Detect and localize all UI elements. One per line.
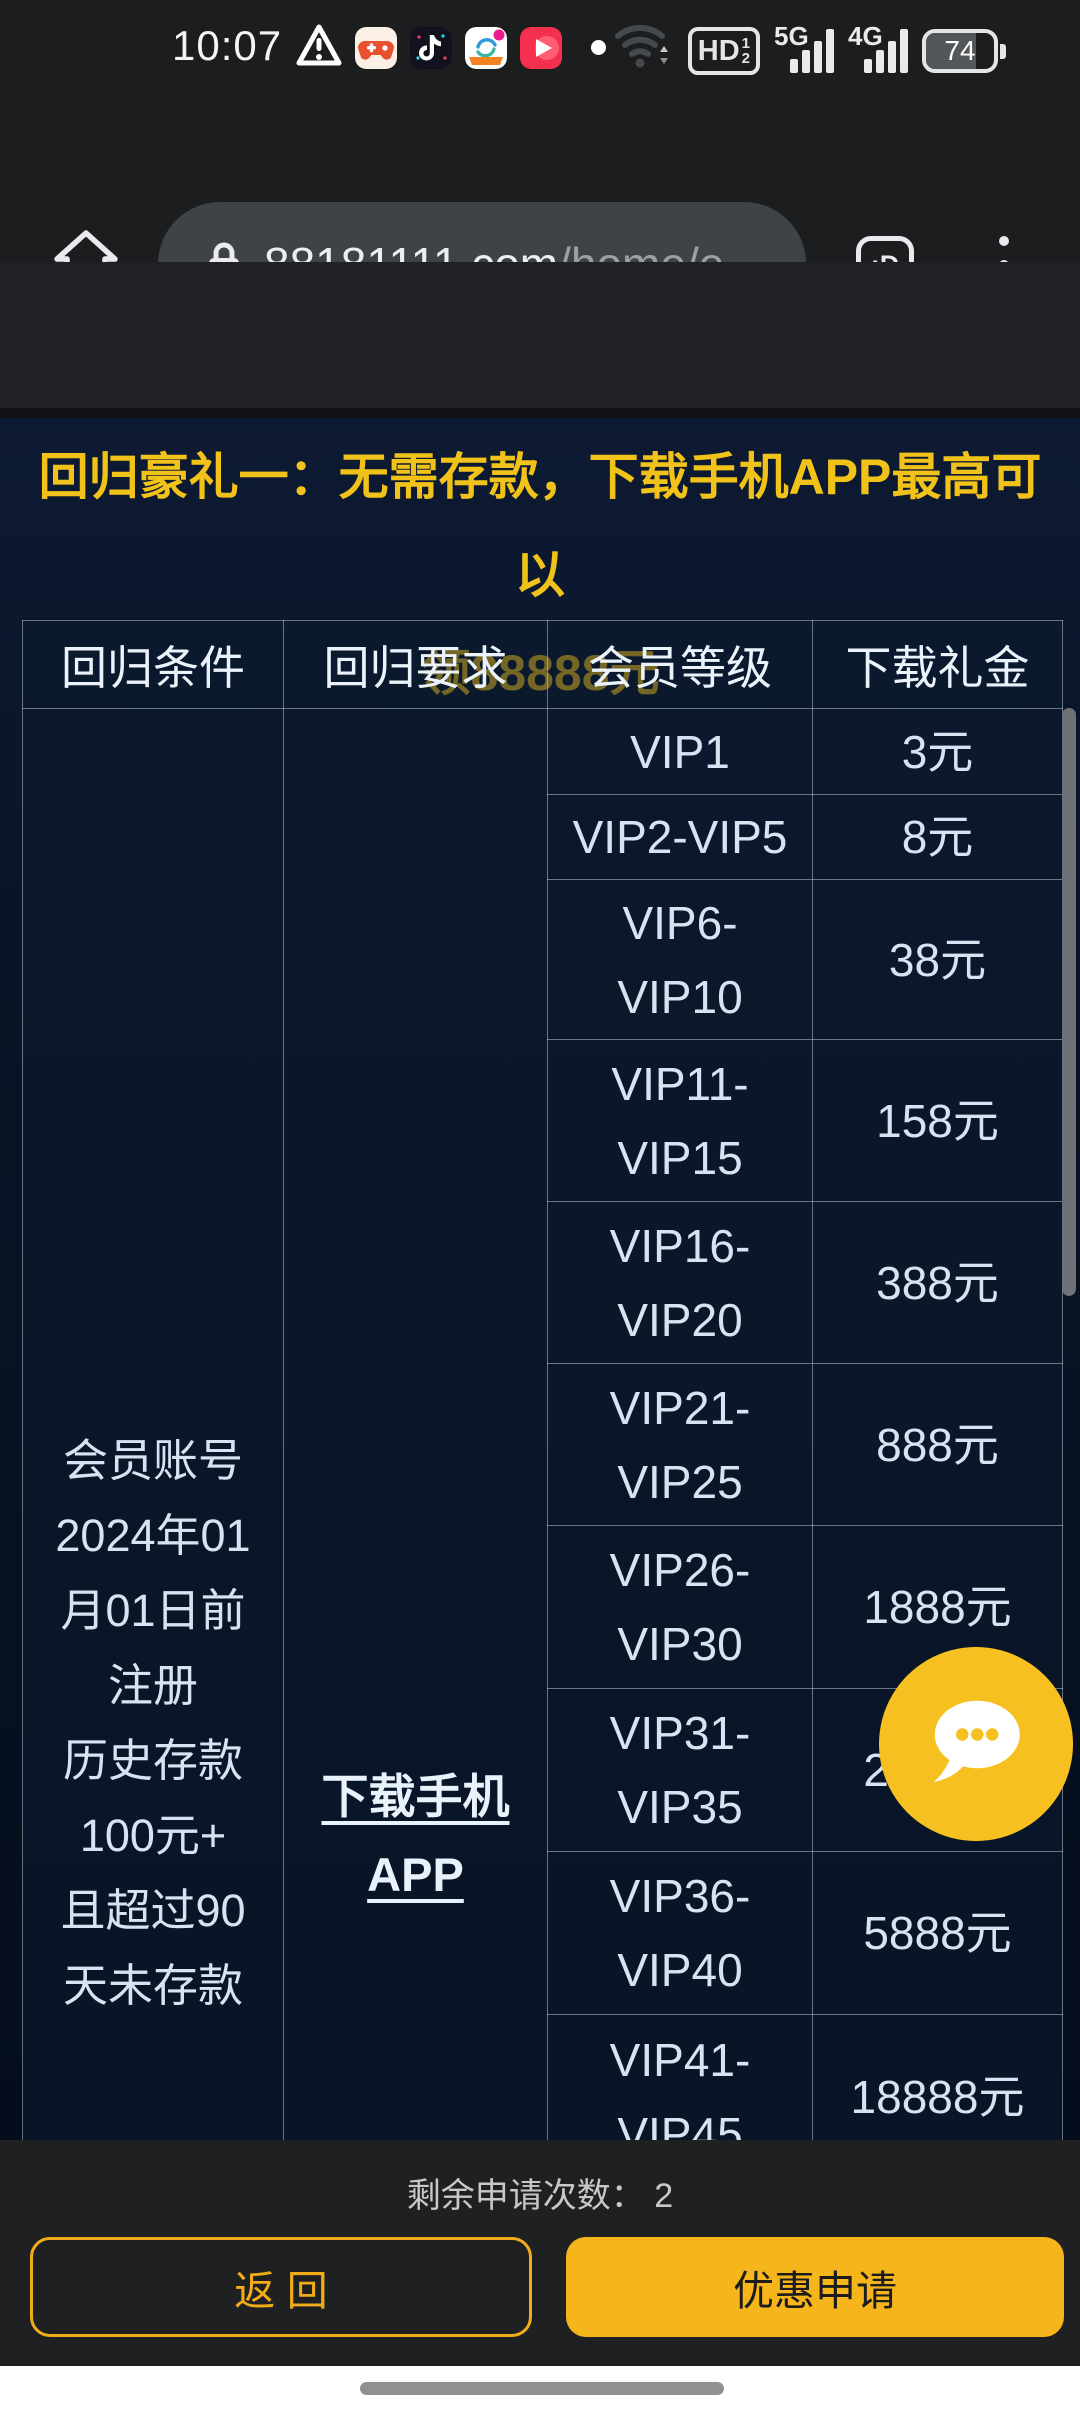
download-app-link[interactable]: 下载手机 APP bbox=[321, 1769, 510, 1901]
header-divider bbox=[0, 408, 1080, 418]
page-header: 福龙临门 喜迎新春 舞龙寻友 回归送 “豪”礼 申请记录 bbox=[0, 262, 1080, 648]
table-row: VIP36- VIP40 5888元 bbox=[23, 1851, 1063, 2015]
game-app-icon bbox=[355, 26, 397, 69]
video-app-icon bbox=[520, 26, 562, 69]
amount-cell: 158元 bbox=[812, 1039, 1063, 1202]
vip-bonus-table: 回归条件 回归要求 会员等级 下载礼金 会员账号 2024年01 月01日前 注… bbox=[22, 620, 1063, 2180]
level-cell: VIP26- VIP30 bbox=[547, 1525, 813, 1689]
tiktok-app-icon bbox=[410, 26, 452, 69]
amount-cell: 5888元 bbox=[812, 1851, 1063, 2015]
col-header-level: 会员等级 bbox=[547, 620, 813, 709]
condition-cell: 会员账号 2024年01 月01日前 注册 历史存款 100元+ 且超过90 天… bbox=[22, 708, 284, 2180]
promo-apply-button[interactable]: 优惠申请 bbox=[566, 2237, 1064, 2337]
table-row: VIP11- VIP15 158元 bbox=[23, 1039, 1063, 1202]
gesture-bar bbox=[0, 2366, 1080, 2412]
return-button[interactable]: 返 回 bbox=[30, 2237, 532, 2337]
clock: 10:07 bbox=[172, 22, 283, 69]
home-indicator[interactable] bbox=[360, 2382, 724, 2395]
level-cell: VIP2-VIP5 bbox=[547, 794, 813, 880]
col-header-bonus: 下载礼金 bbox=[812, 620, 1063, 709]
col-header-condition: 回归条件 bbox=[22, 620, 284, 709]
china-mobile-app-icon bbox=[465, 26, 507, 69]
promo-content: 回归豪礼一：无需存款，下载手机APP最高可以 领88888元 回归条件 回归要求… bbox=[0, 418, 1080, 2180]
signal-5g-icon: 5G bbox=[774, 21, 834, 75]
table-header-row: 回归条件 回归要求 会员等级 下载礼金 bbox=[22, 620, 1063, 709]
table-row: VIP21- VIP25 888元 bbox=[23, 1363, 1063, 1526]
amount-cell: 888元 bbox=[812, 1363, 1063, 1526]
signal-4g-icon: 4G bbox=[848, 21, 908, 75]
amount-cell: 3元 bbox=[812, 708, 1063, 795]
level-cell: VIP16- VIP20 bbox=[547, 1201, 813, 1364]
chat-bubble-icon bbox=[916, 1682, 1036, 1807]
scrollbar-thumb[interactable] bbox=[1062, 708, 1076, 1296]
level-cell: VIP31- VIP35 bbox=[547, 1688, 813, 1852]
amount-cell: 388元 bbox=[812, 1201, 1063, 1364]
level-cell: VIP1 bbox=[547, 708, 813, 795]
level-cell: VIP36- VIP40 bbox=[547, 1851, 813, 2015]
browser-toolbar: 88181111.com/home/e :D bbox=[0, 90, 1080, 326]
table-row: 会员账号 2024年01 月01日前 注册 历史存款 100元+ 且超过90 天… bbox=[22, 708, 1063, 2180]
level-cell: VIP6- VIP10 bbox=[547, 879, 813, 1040]
table-row: VIP6- VIP10 38元 bbox=[23, 879, 1063, 1040]
table-row: VIP2-VIP5 8元 bbox=[23, 794, 1063, 880]
warning-icon bbox=[296, 24, 342, 71]
customer-service-chat-button[interactable] bbox=[879, 1647, 1073, 1841]
remaining-applications-label: 剩余申请次数： 2 bbox=[406, 2177, 674, 2215]
wifi-icon bbox=[612, 18, 674, 75]
amount-cell: 38元 bbox=[812, 879, 1063, 1040]
col-header-requirement: 回归要求 bbox=[283, 620, 548, 709]
condition-text: 会员账号 2024年01 月01日前 注册 历史存款 100元+ 且超过90 天… bbox=[55, 1435, 251, 2011]
level-cell: VIP11- VIP15 bbox=[547, 1039, 813, 1202]
battery-icon: 74 bbox=[922, 27, 1014, 75]
action-footer: 剩余申请次数： 2 返 回 优惠申请 bbox=[0, 2140, 1080, 2366]
table-row: VIP16- VIP20 388元 bbox=[23, 1201, 1063, 1364]
requirement-cell: 下载手机 APP bbox=[283, 708, 548, 2180]
notification-dot-icon bbox=[591, 40, 606, 55]
amount-cell: 8元 bbox=[812, 794, 1063, 880]
notification-icons bbox=[296, 24, 606, 71]
level-cell: VIP21- VIP25 bbox=[547, 1363, 813, 1526]
